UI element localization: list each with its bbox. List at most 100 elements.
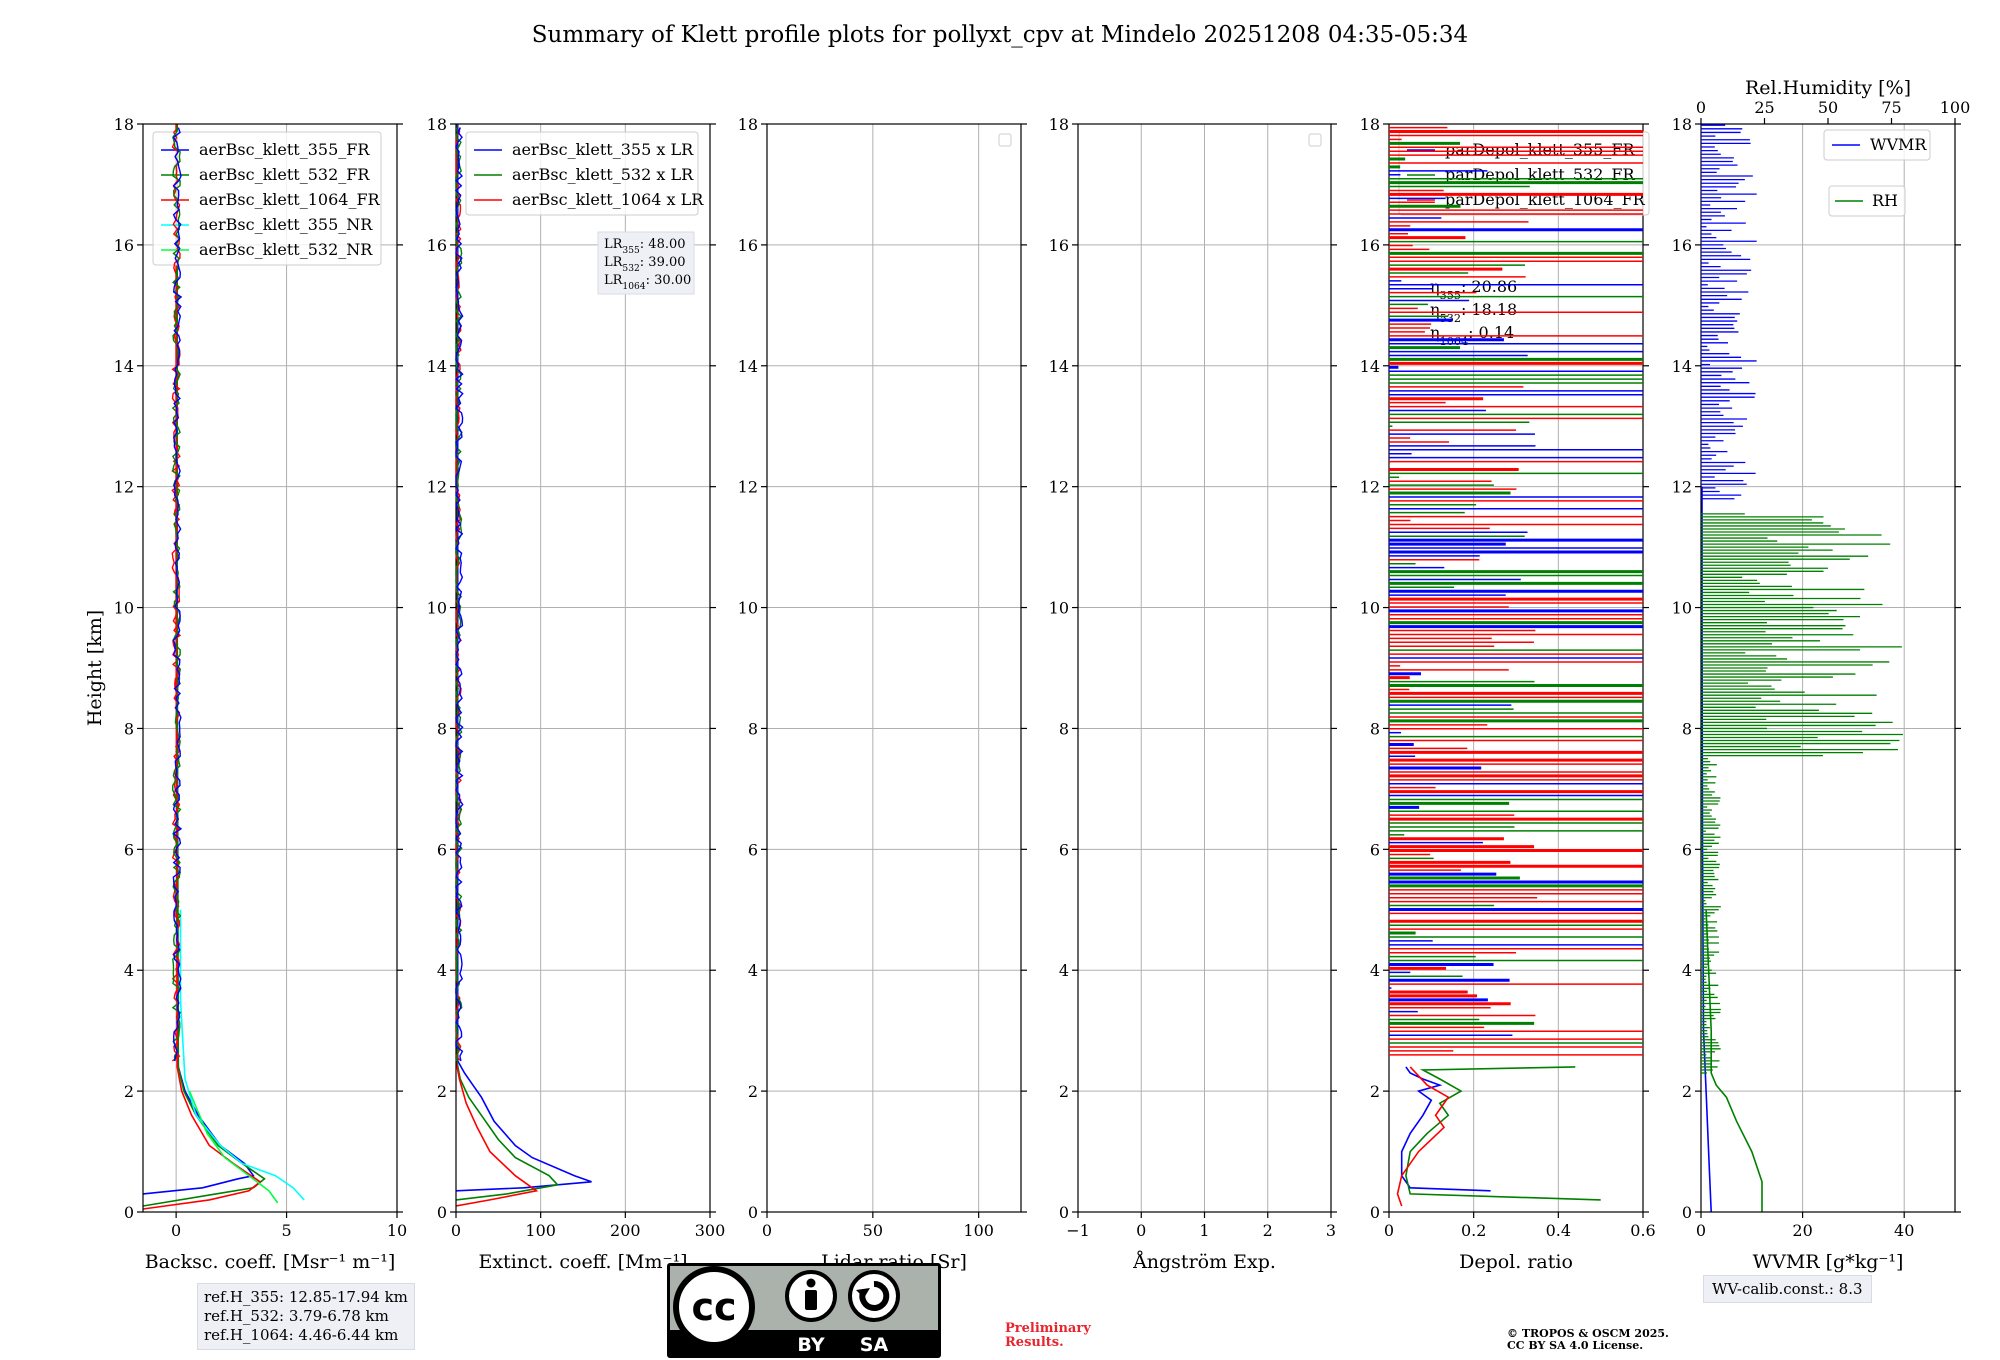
series-line-aerBsc_klett_355_NR [179, 909, 305, 1201]
legend-label-wvmr: WVMR [1870, 135, 1927, 154]
ref-h-1064: ref.H_1064: 4.46-6.44 km [204, 1326, 399, 1344]
x-tick-label: 0.4 [1546, 1221, 1571, 1240]
y-tick-label: 0 [437, 1203, 447, 1222]
top-axis-label: Rel.Humidity [%] [1745, 77, 1911, 99]
empty-legend-box [1308, 133, 1322, 147]
x-tick-label: 0 [171, 1221, 181, 1240]
panel-bsc: 0 5 10 0 2 4 6 8 10 12 14 16 18 Backsc. coeff. [Msr⁻¹… [114, 115, 408, 1273]
x-tick-label: 300 [695, 1221, 726, 1240]
x-tick-label: 0 [762, 1221, 772, 1240]
by-person-head [806, 1278, 816, 1288]
x-tick-label: 0.2 [1461, 1221, 1486, 1240]
series-line-parDepol_klett_532_FR [1405, 1066, 1601, 1201]
legend-frame [152, 131, 382, 266]
panel-ext: 0 100 200 300 0 2 4 6 8 10 12 14 16 18 Extinct. coeff.… [427, 115, 726, 1273]
preliminary-note: Preliminary Results. [1005, 1322, 1091, 1350]
y-tick-label: 6 [1059, 840, 1069, 859]
y-tick-label: 10 [738, 599, 758, 618]
lr-box [597, 231, 695, 295]
x-tick-label: 20 [1792, 1221, 1812, 1240]
x-axis-label: Depol. ratio [1459, 1251, 1573, 1273]
ext-noise-line [454, 127, 464, 1062]
cc-by-sa-badge: cc BY SA [667, 1263, 941, 1358]
top-x-tick-label: 0 [1696, 98, 1706, 117]
by-label: BY [797, 1334, 824, 1356]
x-tick-label: 200 [610, 1221, 641, 1240]
y-tick-label: 18 [1049, 115, 1069, 134]
y-tick-label: 0 [1370, 1203, 1380, 1222]
copyright-line-1: © TROPOS & OSCM 2025. [1507, 1327, 1669, 1340]
legend-label: parDepol_klett_355_FR [1445, 140, 1636, 159]
axes-frame [142, 123, 398, 1213]
x-tick-label: 0 [1696, 1221, 1706, 1240]
y-tick-label: 8 [1370, 719, 1380, 738]
y-tick-label: 6 [748, 840, 758, 859]
top-x-tick-label: 50 [1818, 98, 1838, 117]
y-tick-label: 0 [1059, 1203, 1069, 1222]
y-tick-label: 2 [124, 1082, 134, 1101]
axes-frame [1388, 123, 1644, 1213]
y-tick-label: 12 [1360, 478, 1380, 497]
bsc-noise-line [172, 127, 183, 1062]
series-group [456, 124, 592, 1207]
legend-label: aerBsc_klett_532_NR [199, 240, 373, 259]
cc-logo-icon [673, 1266, 755, 1348]
series-line-RH [1705, 909, 1763, 1212]
legend-label-rh: RH [1872, 191, 1898, 210]
y-tick-label: 0 [748, 1203, 758, 1222]
y-tick-label: 4 [1370, 961, 1380, 980]
y-tick-label: 10 [1360, 599, 1380, 618]
depol-streak-group [1389, 126, 1643, 1056]
empty-legend-box [998, 133, 1012, 147]
y-tick-label: 6 [1682, 840, 1692, 859]
y-tick-label: 0 [124, 1203, 134, 1222]
y-tick-label: 6 [437, 840, 447, 859]
y-tick-label: 18 [738, 115, 758, 134]
bsc-noise-group [171, 127, 183, 1062]
y-tick-label: 14 [1360, 357, 1380, 376]
wv-streak-group [1701, 124, 1903, 1074]
series-line-aerBsc_klett_532 x LR [456, 124, 560, 1201]
y-tick-label: 16 [1672, 236, 1692, 255]
x-tick-label: 100 [963, 1221, 994, 1240]
y-tick-label: 8 [1059, 719, 1069, 738]
top-x-tick-label: 75 [1881, 98, 1901, 117]
x-tick-label: 0 [1384, 1221, 1394, 1240]
series-group [143, 124, 305, 1210]
y-tick-label: 10 [1672, 599, 1692, 618]
x-tick-label: 5 [281, 1221, 291, 1240]
y-tick-label: 16 [738, 236, 758, 255]
y-tick-label: 2 [1059, 1082, 1069, 1101]
y-tick-label: 0 [1682, 1203, 1692, 1222]
y-tick-label: 16 [114, 236, 134, 255]
eta-box-line: η355: 20.86 [1430, 277, 1517, 302]
series-line-aerBsc_klett_532_NR [188, 1090, 279, 1204]
y-tick-label: 14 [738, 357, 758, 376]
figure-title: Summary of Klett profile plots for polly… [531, 22, 1469, 48]
lr-box-line: LR1064: 30.00 [604, 273, 691, 292]
x-tick-label: 2 [1263, 1221, 1273, 1240]
y-tick-label: 8 [124, 719, 134, 738]
x-tick-label: 100 [525, 1221, 556, 1240]
legend-label: aerBsc_klett_1064 x LR [512, 190, 704, 209]
x-tick-label: −1 [1066, 1221, 1090, 1240]
panel-wv: 0 20 40 0 2 4 6 8 10 12 14 16 18 WVMR [g*kg⁻¹] 0 25 50 75… [1672, 77, 1971, 1273]
y-tick-label: 4 [1059, 961, 1069, 980]
y-tick-label: 16 [1049, 236, 1069, 255]
y-tick-label: 14 [1049, 357, 1069, 376]
y-tick-label: 10 [427, 599, 447, 618]
x-axis-label: Extinct. coeff. [Mm⁻¹] [478, 1251, 687, 1273]
y-tick-label: 18 [427, 115, 447, 134]
copyright-note: © TROPOS & OSCM 2025. CC BY SA 4.0 Licen… [1507, 1328, 1669, 1352]
axes-frame [766, 123, 1022, 1213]
series-line-parDepol_klett_355_FR [1400, 1066, 1491, 1192]
y-tick-label: 12 [738, 478, 758, 497]
ref-h-532: ref.H_532: 3.79-6.78 km [204, 1307, 389, 1325]
preliminary-line-1: Preliminary [1005, 1321, 1091, 1336]
x-axis-label: Backsc. coeff. [Msr⁻¹ m⁻¹] [145, 1251, 396, 1273]
reference-height-box: ref.H_355: 12.85-17.94 km ref.H_532: 3.7… [197, 1283, 415, 1350]
y-tick-label: 2 [1370, 1082, 1380, 1101]
series-line-aerBsc_klett_355 x LR [456, 124, 592, 1192]
